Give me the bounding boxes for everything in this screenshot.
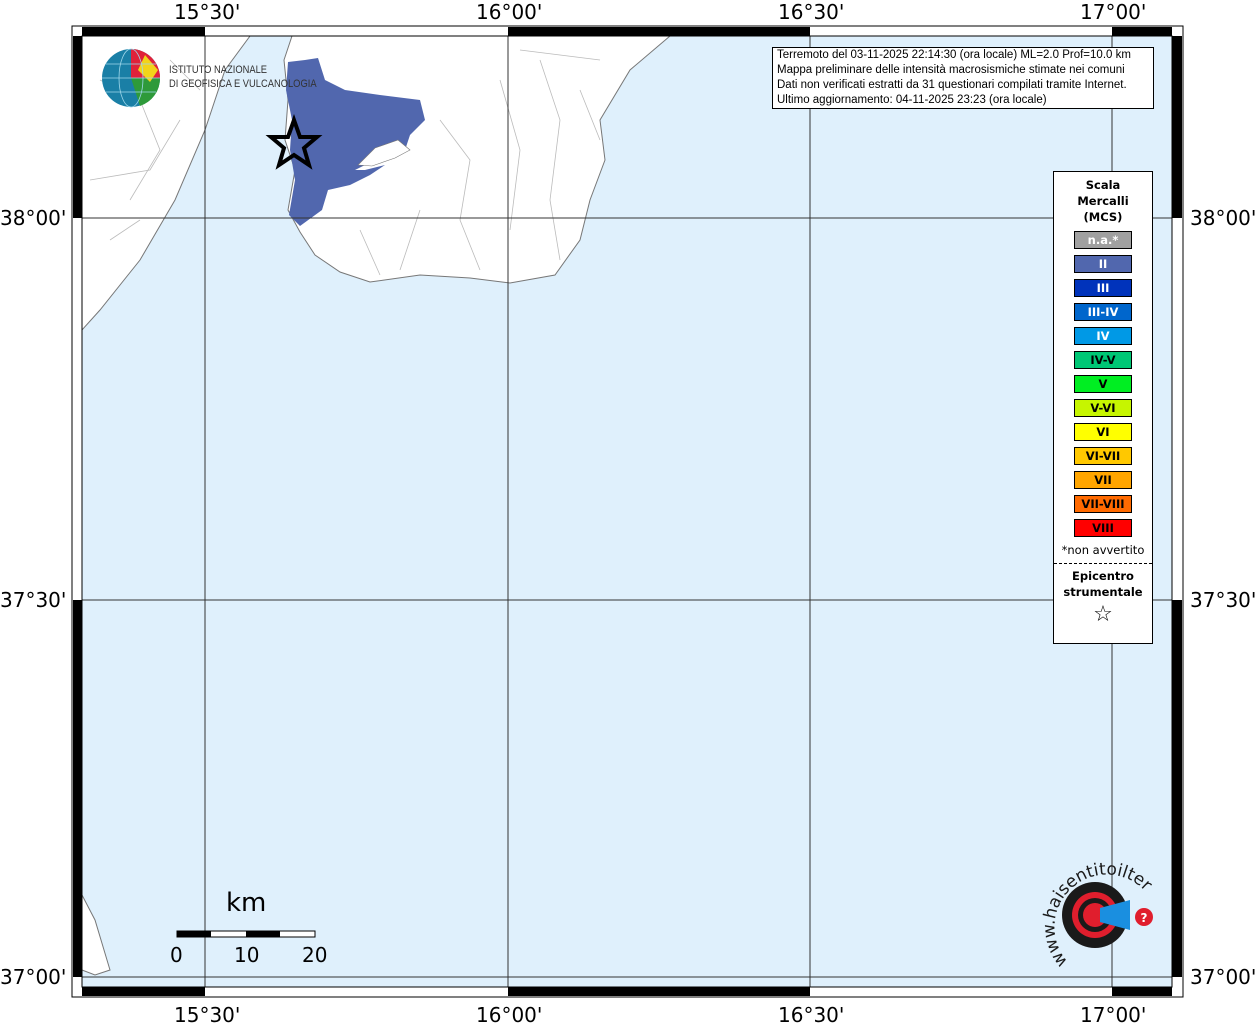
info-line: Dati non verificati estratti da 31 quest… (777, 79, 1127, 91)
lon-tick-label: 17°00' (1080, 1003, 1147, 1027)
legend-swatch-ii: II (1074, 255, 1132, 273)
info-line: Mappa preliminare delle intensità macros… (777, 64, 1125, 76)
lon-tick-label: 16°00' (476, 1003, 543, 1027)
legend-title: Scala Mercalli (MCS) (1054, 177, 1152, 225)
lon-tick-label: 17°00' (1080, 0, 1147, 24)
epicenter-legend-label: Epicentro strumentale (1054, 568, 1152, 600)
sea (82, 36, 1172, 987)
mcs-legend: Scala Mercalli (MCS) n.a.* II III III-IV IV I… (1053, 171, 1153, 644)
ingv-logo-text: ISTITUTO NAZIONALE DI GEOFISICA E VULCANO… (169, 63, 317, 91)
legend-divider (1054, 563, 1152, 564)
scale-label: 20 (302, 943, 328, 967)
legend-swatch-vii: VII (1074, 471, 1132, 489)
legend-title-line: (MCS) (1083, 210, 1123, 224)
legend-swatch-vi: VI (1074, 423, 1132, 441)
legend-swatches: n.a.* II III III-IV IV IV-V V V-VI VI VI-VII VII VI… (1054, 231, 1152, 537)
legend-swatch-iv-v: IV-V (1074, 351, 1132, 369)
lat-tick-label: 38°00' (0, 206, 67, 230)
land-sicily (81, 35, 251, 332)
legend-swatch-vii-viii: VII-VIII (1074, 495, 1132, 513)
scale-label: 10 (234, 943, 260, 967)
legend-title-line: Scala (1085, 178, 1121, 192)
lat-tick-label: 38°00' (1190, 206, 1255, 230)
ingv-line-1: ISTITUTO NAZIONALE (169, 64, 268, 76)
info-line: Ultimo aggiornamento: 04-11-2025 23:23 (… (777, 94, 1047, 106)
municipal-boundaries (89, 49, 601, 276)
lon-tick-label: 15°30' (174, 0, 241, 24)
legend-title-line: Mercalli (1077, 194, 1129, 208)
event-info-box: Terremoto del 03-11-2025 22:14:30 (ora l… (772, 47, 1154, 109)
svg-text:?: ? (1141, 911, 1148, 925)
star-outline-icon: ☆ (1093, 602, 1113, 627)
map-frame (71, 25, 1184, 998)
lat-tick-label: 37°00' (0, 965, 67, 989)
scale-unit: km (226, 888, 267, 918)
legend-swatch-iii-iv: III-IV (1074, 303, 1132, 321)
lon-tick-label: 16°30' (778, 1003, 845, 1027)
legend-swatch-n-a-: n.a.* (1074, 231, 1132, 249)
epicenter-line: strumentale (1063, 585, 1143, 599)
legend-swatch-v-vi: V-VI (1074, 399, 1132, 417)
lon-tick-label: 15°30' (174, 1003, 241, 1027)
scale-bar (176, 930, 316, 938)
legend-swatch-vi-vii: VI-VII (1074, 447, 1132, 465)
scale-label: 0 (170, 943, 183, 967)
legend-swatch-iv: IV (1074, 327, 1132, 345)
hsit-logo-icon: ? (1062, 882, 1153, 948)
legend-swatch-v: V (1074, 375, 1132, 393)
epicenter-star-icon (265, 113, 323, 170)
felt-area-intensity-II (286, 58, 425, 226)
legend-swatch-iii: III (1074, 279, 1132, 297)
legend-note: *non avvertito (1061, 543, 1145, 557)
graticule (82, 36, 1172, 987)
lat-tick-label: 37°30' (1190, 588, 1255, 612)
epicenter-line: Epicentro (1072, 569, 1134, 583)
lon-tick-label: 16°30' (778, 0, 845, 24)
lon-tick-label: 16°00' (476, 0, 543, 24)
legend-swatch-viii: VIII (1074, 519, 1132, 537)
info-line: Terremoto del 03-11-2025 22:14:30 (ora l… (777, 49, 1131, 61)
felt-area-hole (357, 139, 411, 167)
lat-tick-label: 37°30' (0, 588, 67, 612)
ingv-logo-globe-icon (102, 48, 161, 108)
ingv-line-2: DI GEOFISICA E VULCANOLOGIA (169, 78, 317, 90)
lat-tick-label: 37°00' (1190, 965, 1255, 989)
